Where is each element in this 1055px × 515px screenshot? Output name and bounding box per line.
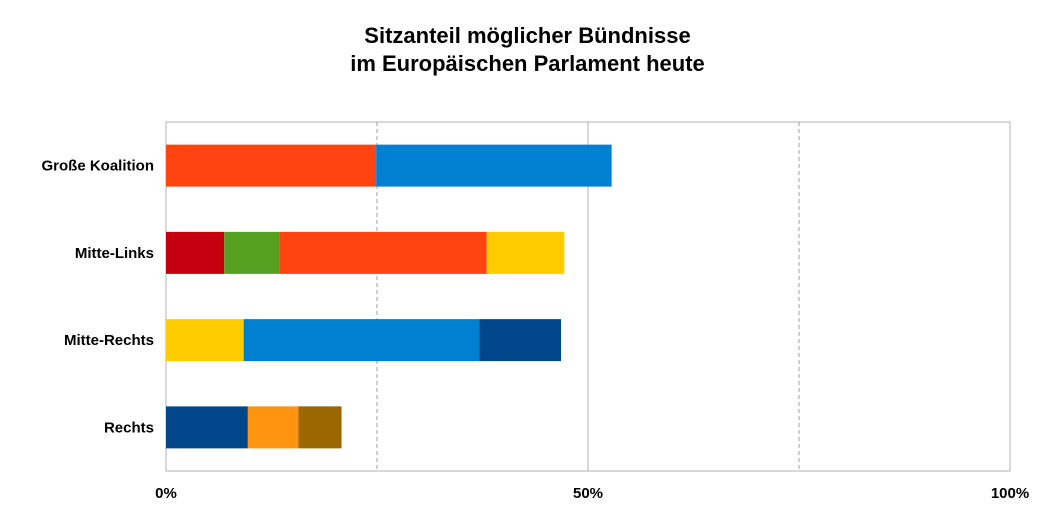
chart-title-line-2: im Europäischen Parlament heute — [350, 51, 705, 76]
category-label-0: Große Koalition — [42, 158, 155, 175]
bar-segment-3-0 — [166, 406, 248, 449]
category-label-2: Mitte-Rechts — [64, 332, 154, 349]
bar-segment-3-1 — [247, 406, 299, 449]
bar-layer — [166, 144, 612, 449]
chart-title: Sitzanteil möglicher Bündnisse im Europä… — [0, 22, 1055, 78]
x-tick-label-1: 50% — [573, 485, 603, 502]
bar-segment-2-2 — [479, 319, 561, 362]
chart-title-line-1: Sitzanteil möglicher Bündnisse — [364, 23, 691, 48]
x-tick-label-2: 100% — [991, 485, 1029, 502]
bar-segment-0-0 — [166, 144, 377, 187]
bar-segment-1-2 — [279, 231, 487, 274]
label-layer: Große Koalition Mitte-Links Mitte-Rechts Re… — [42, 158, 1030, 502]
bar-segment-0-1 — [376, 144, 612, 187]
bar-segment-2-1 — [243, 319, 480, 362]
bar-segment-2-0 — [166, 319, 244, 362]
category-label-1: Mitte-Links — [75, 245, 154, 262]
category-label-3: Rechts — [104, 419, 154, 436]
bar-segment-1-3 — [486, 231, 565, 274]
bar-segment-1-1 — [224, 231, 280, 274]
x-tick-label-0: 0% — [155, 485, 177, 502]
bar-segment-1-0 — [166, 231, 225, 274]
bar-segment-3-2 — [298, 406, 342, 449]
